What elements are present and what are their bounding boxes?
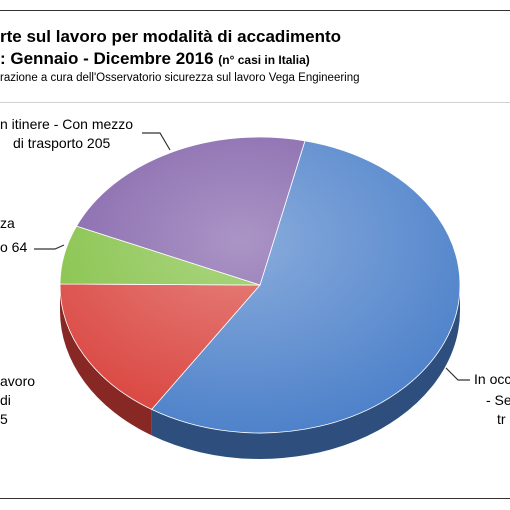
leader-line-itinere-con-mezzo — [142, 132, 171, 151]
label-in-occasione-line1: In occ — [474, 371, 510, 387]
label-occasione-mezzo-line2: di — [0, 392, 11, 408]
label-itinere-senza-mezzo-line1: za — [0, 215, 15, 231]
label-itinere-con-mezzo-line1: n itinere - Con mezzo — [0, 116, 134, 132]
chart-title-line1: rte sul lavoro per modalità di accadimen… — [0, 27, 342, 46]
label-itinere-senza-mezzo-line2: o 64 — [0, 239, 28, 255]
label-in-occasione-line3: tr — [497, 411, 506, 427]
chart-title-period: : Gennaio - Dicembre 2016 — [0, 49, 214, 68]
chart-title-unit: (n° casi in Italia) — [218, 53, 310, 67]
chart-subtitle: razione a cura dell'Osservatorio sicurez… — [0, 72, 360, 84]
label-in-occasione-line2: - Se — [486, 392, 510, 408]
pie-side-in_occasione_con_mezzo — [60, 285, 152, 436]
pie-layer — [59, 136, 461, 459]
pie-side-in_occasione — [151, 285, 460, 459]
leader-line-in-occasione — [445, 367, 470, 381]
label-occasione-mezzo-line3: 5 — [0, 411, 8, 427]
chart-title-line2: : Gennaio - Dicembre 2016 (n° casi in It… — [0, 49, 310, 69]
title-divider — [0, 102, 510, 103]
label-occasione-mezzo-line1: avoro — [0, 373, 36, 389]
leader-line-itinere-senza-mezzo — [34, 244, 65, 250]
label-itinere-con-mezzo-line2: di trasporto 205 — [13, 135, 111, 151]
pie-gloss — [60, 137, 460, 433]
